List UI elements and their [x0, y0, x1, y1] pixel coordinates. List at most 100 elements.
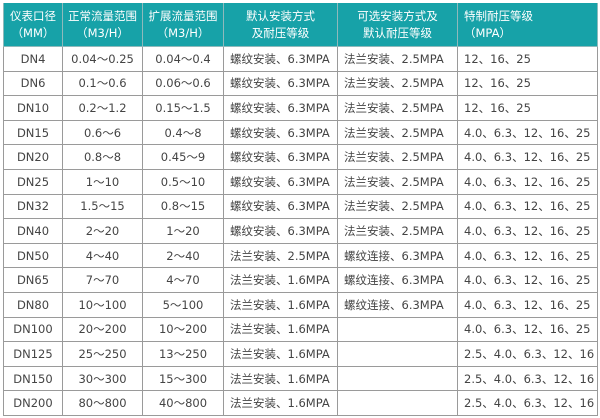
- table-row: DN200 80～800 40～800 法兰安装、1.6MPA 2.5、4.0、6.3、…: [3, 390, 598, 416]
- cell-default-install: 法兰安装、1.6MPA: [223, 390, 338, 416]
- cell-normal-flow-range: 1.5～15: [62, 193, 143, 220]
- cell-optional-install: 螺纹连接、6.3MPA: [337, 242, 458, 269]
- cell-extended-flow-range: 10～200: [142, 316, 224, 343]
- header-normal-flow-range: 正常流量范围 （M3/H）: [62, 3, 143, 47]
- cell-caliber: DN6: [3, 70, 63, 97]
- cell-caliber: DN25: [3, 168, 63, 195]
- header-line: 可选安装方式及: [357, 8, 438, 23]
- cell-special-pressure: 2.5、4.0、6.3、12、16: [457, 390, 598, 416]
- cell-special-pressure: 4.0、6.3、12、16、25: [457, 144, 598, 170]
- cell-special-pressure: 4.0、6.3、12、16、25: [457, 193, 598, 220]
- cell-caliber: DN15: [3, 119, 63, 146]
- cell-default-install: 法兰安装、1.6MPA: [223, 341, 338, 367]
- cell-extended-flow-range: 2～40: [142, 242, 224, 269]
- header-row: 仪表口径 （MM） 正常流量范围 （M3/H） 扩展流量范围 （M3/H） 默认安装方式 及耐…: [3, 3, 598, 47]
- header-line: 默认安装方式: [246, 8, 315, 23]
- cell-default-install: 螺纹安装、6.3MPA: [223, 119, 338, 146]
- table-row: DN4 0.04～0.25 0.04～0.4 螺纹安装、6.3MPA 法兰安装、2.5M…: [3, 46, 598, 72]
- spec-table: 仪表口径 （MM） 正常流量范围 （M3/H） 扩展流量范围 （M3/H） 默认安装方式 及耐…: [3, 3, 598, 416]
- cell-extended-flow-range: 13～250: [142, 341, 224, 367]
- cell-caliber: DN10: [3, 95, 63, 121]
- cell-caliber: DN80: [3, 291, 63, 318]
- header-line: （M3/H）: [156, 25, 210, 40]
- cell-default-install: 螺纹安装、6.3MPA: [223, 46, 338, 72]
- cell-default-install: 法兰安装、1.6MPA: [223, 291, 338, 318]
- cell-optional-install: [337, 316, 458, 343]
- cell-special-pressure: 4.0、6.3、12、16、25: [457, 218, 598, 244]
- cell-normal-flow-range: 80～800: [62, 390, 143, 416]
- cell-optional-install: 法兰安装、2.5MPA: [337, 144, 458, 170]
- table-row: DN65 7～70 4～70 法兰安装、1.6MPA 螺纹连接、6.3MPA 4.0、6.…: [3, 267, 598, 293]
- header-extended-flow-range: 扩展流量范围 （M3/H）: [142, 3, 224, 47]
- header-default-install: 默认安装方式 及耐压等级: [223, 3, 338, 47]
- cell-extended-flow-range: 1～20: [142, 218, 224, 244]
- cell-optional-install: 法兰安装、2.5MPA: [337, 95, 458, 121]
- cell-caliber: DN200: [3, 390, 63, 416]
- table-row: DN150 30～300 15～300 法兰安装、1.6MPA 2.5、4.0、6.3、…: [3, 365, 598, 392]
- cell-normal-flow-range: 10～100: [62, 291, 143, 318]
- cell-default-install: 法兰安装、1.6MPA: [223, 316, 338, 343]
- cell-extended-flow-range: 0.04～0.4: [142, 46, 224, 72]
- cell-caliber: DN20: [3, 144, 63, 170]
- cell-normal-flow-range: 7～70: [62, 267, 143, 293]
- cell-caliber: DN40: [3, 218, 63, 244]
- cell-special-pressure: 12、16、25: [457, 95, 598, 121]
- cell-default-install: 法兰安装、1.6MPA: [223, 267, 338, 293]
- cell-caliber: DN125: [3, 341, 63, 367]
- header-line: 特制耐压等级: [464, 8, 533, 23]
- header-line: 仪表口径: [10, 8, 56, 23]
- cell-default-install: 螺纹安装、6.3MPA: [223, 144, 338, 170]
- cell-extended-flow-range: 5～100: [142, 291, 224, 318]
- table-row: DN32 1.5～15 0.8～15 螺纹安装、6.3MPA 法兰安装、2.5MPA 4.…: [3, 193, 598, 220]
- cell-normal-flow-range: 4～40: [62, 242, 143, 269]
- header-caliber: 仪表口径 （MM）: [3, 3, 63, 47]
- table-row: DN40 2～20 1～20 螺纹安装、6.3MPA 法兰安装、2.5MPA 4.0、6.…: [3, 218, 598, 244]
- cell-default-install: 螺纹安装、6.3MPA: [223, 193, 338, 220]
- cell-caliber: DN150: [3, 365, 63, 392]
- cell-special-pressure: 12、16、25: [457, 70, 598, 97]
- cell-default-install: 螺纹安装、6.3MPA: [223, 70, 338, 97]
- cell-default-install: 螺纹安装、6.3MPA: [223, 168, 338, 195]
- cell-extended-flow-range: 0.4～8: [142, 119, 224, 146]
- cell-extended-flow-range: 4～70: [142, 267, 224, 293]
- cell-default-install: 法兰安装、1.6MPA: [223, 365, 338, 392]
- header-line: （MPA）: [464, 25, 511, 40]
- cell-normal-flow-range: 0.04～0.25: [62, 46, 143, 72]
- table-row: DN15 0.6～6 0.4～8 螺纹安装、6.3MPA 法兰安装、2.5MPA 4.0、…: [3, 119, 598, 146]
- header-line: 及耐压等级: [251, 25, 310, 40]
- cell-caliber: DN65: [3, 267, 63, 293]
- cell-optional-install: 法兰安装、2.5MPA: [337, 119, 458, 146]
- table-row: DN100 20～200 10～200 法兰安装、1.6MPA 4.0、6.3、12、1…: [3, 316, 598, 343]
- cell-optional-install: [337, 365, 458, 392]
- cell-special-pressure: 2.5、4.0、6.3、12、16: [457, 341, 598, 367]
- cell-optional-install: 螺纹连接、6.3MPA: [337, 291, 458, 318]
- cell-normal-flow-range: 30～300: [62, 365, 143, 392]
- cell-extended-flow-range: 0.45～9: [142, 144, 224, 170]
- header-line: （MM）: [11, 25, 55, 40]
- cell-optional-install: 法兰安装、2.5MPA: [337, 193, 458, 220]
- cell-special-pressure: 4.0、6.3、12、16、25: [457, 168, 598, 195]
- cell-default-install: 螺纹安装、6.3MPA: [223, 218, 338, 244]
- cell-normal-flow-range: 1～10: [62, 168, 143, 195]
- header-line: （M3/H）: [76, 25, 129, 40]
- cell-special-pressure: 4.0、6.3、12、16、25: [457, 316, 598, 343]
- cell-optional-install: 法兰安装、2.5MPA: [337, 218, 458, 244]
- cell-special-pressure: 12、16、25: [457, 46, 598, 72]
- header-special-pressure: 特制耐压等级 （MPA）: [457, 3, 598, 47]
- header-line: 正常流量范围: [68, 8, 137, 23]
- cell-default-install: 法兰安装、2.5MPA: [223, 242, 338, 269]
- cell-extended-flow-range: 40～800: [142, 390, 224, 416]
- cell-special-pressure: 2.5、4.0、6.3、12、16: [457, 365, 598, 392]
- cell-optional-install: [337, 341, 458, 367]
- cell-normal-flow-range: 0.8～8: [62, 144, 143, 170]
- cell-special-pressure: 4.0、6.3、12、16、25: [457, 242, 598, 269]
- cell-special-pressure: 4.0、6.3、12、16、25: [457, 119, 598, 146]
- header-line: 扩展流量范围: [148, 8, 218, 23]
- cell-caliber: DN4: [3, 46, 63, 72]
- cell-optional-install: 法兰安装、2.5MPA: [337, 70, 458, 97]
- table-row: DN80 10～100 5～100 法兰安装、1.6MPA 螺纹连接、6.3MPA 4.0…: [3, 291, 598, 318]
- cell-normal-flow-range: 2～20: [62, 218, 143, 244]
- cell-optional-install: [337, 390, 458, 416]
- cell-extended-flow-range: 0.8～15: [142, 193, 224, 220]
- header-optional-install: 可选安装方式及 默认耐压等级: [337, 3, 458, 47]
